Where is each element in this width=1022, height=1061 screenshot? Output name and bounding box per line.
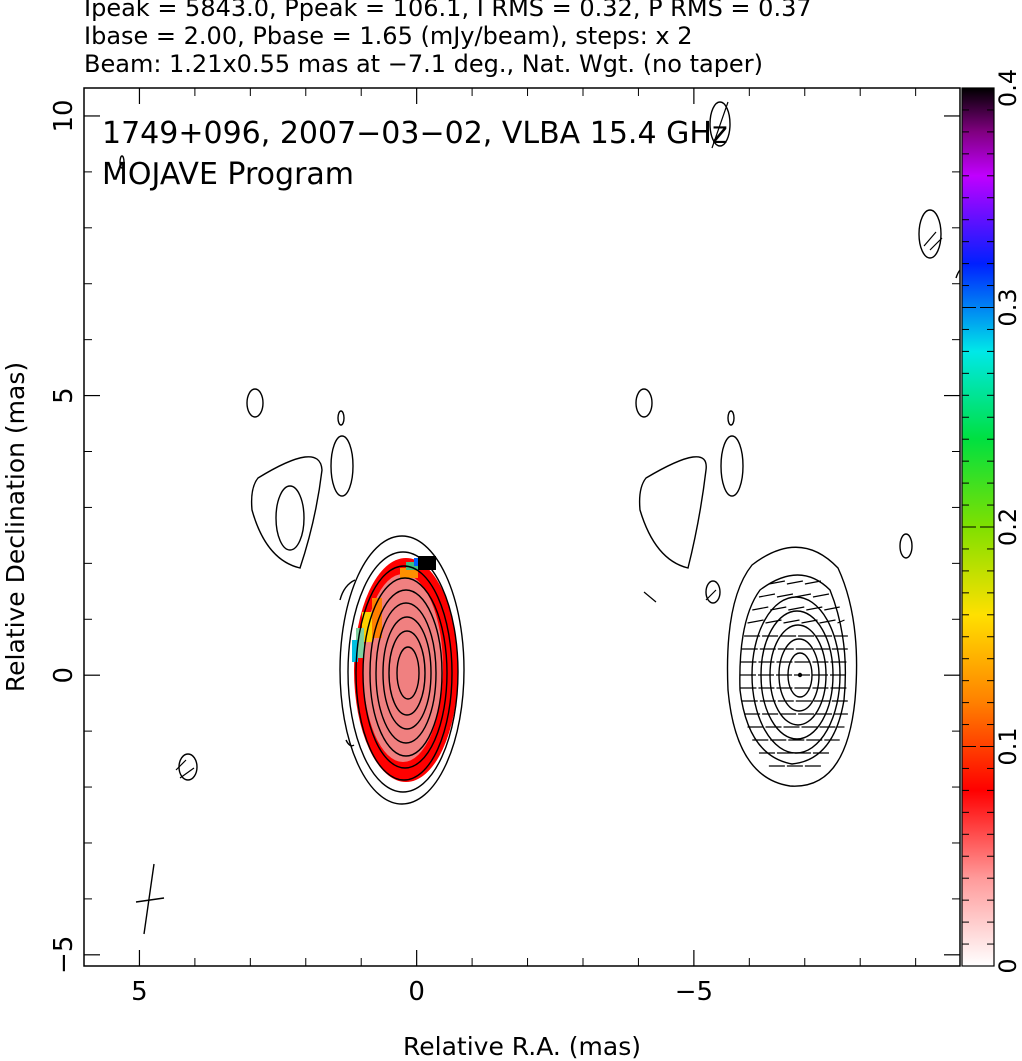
noise-contour-e (246, 388, 264, 418)
noise-vector-3 (923, 231, 937, 247)
contour-left-5 (369, 589, 443, 757)
axis-tick-labels: 5 0 −5 −5 0 5 10 (49, 99, 713, 1007)
header-line-3: Beam: 1.21x0.55 mas at −7.1 deg., Nat. W… (84, 50, 763, 78)
axis-ticks (83, 88, 960, 966)
noise-vector-5 (711, 101, 729, 149)
beam-minor-axis (135, 897, 165, 903)
contours-left (119, 155, 465, 805)
contours-right (635, 101, 960, 787)
contour-left-6 (375, 602, 437, 744)
evpa-vector (747, 619, 764, 624)
contour-left-7 (382, 616, 432, 730)
noise-vector-2 (179, 767, 195, 779)
beam-major-axis (143, 863, 155, 935)
evpa-vector (806, 606, 823, 611)
evpa-vector (752, 606, 769, 611)
contour-left-9 (396, 646, 420, 700)
noise-contour-g (119, 155, 125, 169)
y-tick-label: −5 (49, 936, 79, 974)
noise-contour-k (635, 388, 653, 418)
contour-left-2 (347, 551, 459, 793)
evpa-vector (794, 593, 812, 598)
annotation-line-1: 1749+096, 2007−03−02, VLBA 15.4 GHz (102, 116, 728, 151)
evpa-vector (824, 606, 840, 611)
noise-contour-h (638, 456, 707, 569)
noise-contour-o (709, 101, 731, 147)
colorbar-tick-label: 0.1 (994, 727, 1022, 765)
x-tick-label: 5 (131, 977, 148, 1007)
evpa-vector (812, 593, 830, 598)
y-axis-title: Relative Declination (mas) (1, 362, 30, 692)
evpa-vector (786, 580, 803, 585)
evpa-vectors (740, 580, 848, 767)
colorbar-tick-labels: 0 0.1 0.2 0.3 0.4 (994, 69, 1022, 974)
noise-vector-1 (175, 759, 187, 771)
contour-left-small-arc (345, 739, 355, 747)
evpa-vector (819, 619, 836, 624)
noise-contour-j (727, 410, 735, 426)
colorbar-ticks (962, 87, 994, 967)
polmap-blue-edge (352, 640, 358, 662)
y-tick-label: 5 (49, 387, 79, 404)
evpa-vector (801, 619, 818, 624)
header-line-2: Ibase = 2.00, Pbase = 1.65 (mJy/beam), s… (84, 22, 693, 50)
polmap-orange-top (400, 568, 418, 578)
colorbar-tick-label: 0.2 (994, 508, 1022, 546)
noise-contour-d (337, 410, 345, 426)
x-tick-label: −5 (675, 977, 713, 1007)
noise-contour-a (250, 456, 323, 569)
evpa-vector (765, 619, 782, 624)
contour-right-1 (726, 546, 858, 787)
header-line-1: Ipeak = 5843.0, Ppeak = 106.1, I RMS = 0… (84, 0, 812, 22)
noise-contour-i (720, 435, 744, 497)
colorbar-tick-label: 0.4 (994, 69, 1022, 107)
polmap-yellow-edge (362, 612, 372, 642)
noise-vectors (175, 101, 943, 779)
polmap-orange-edge (372, 598, 382, 638)
x-axis-title: Relative R.A. (mas) (403, 1032, 641, 1061)
noise-contour-p (955, 269, 960, 279)
contour-left-outer-wing (339, 579, 356, 601)
evpa-vector (804, 580, 821, 585)
plot-frame (83, 87, 961, 967)
noise-vector-7 (705, 589, 717, 601)
evpa-vector (788, 606, 805, 611)
y-tick-label: 0 (49, 667, 79, 684)
colorbar-tick-label: 0 (994, 958, 1022, 973)
evpa-vector (783, 619, 800, 624)
beam-marker (135, 863, 165, 935)
colorbar-tick-label: 0.3 (994, 288, 1022, 326)
evpa-vector (758, 593, 776, 598)
contour-left-3 (355, 565, 453, 781)
noise-contour-n (918, 209, 942, 259)
noise-contour-c (330, 435, 354, 497)
noise-contour-l (705, 580, 721, 604)
polmap-cyan-edge (356, 628, 364, 658)
x-tick-label: 0 (408, 977, 425, 1007)
evpa-vector (770, 606, 787, 611)
annotation-line-2: MOJAVE Program (102, 157, 354, 192)
noise-contour-m (899, 533, 913, 559)
evpa-vector (776, 593, 794, 598)
y-tick-label: 10 (49, 99, 79, 132)
noise-vector-6 (643, 591, 657, 603)
contour-left-8 (388, 630, 426, 716)
contour-left-4 (362, 577, 448, 769)
noise-vector-4 (929, 237, 943, 251)
evpa-vector (837, 619, 845, 624)
contour-left-1 (339, 535, 465, 805)
evpa-vector (768, 580, 785, 585)
contour-right-2 (739, 574, 847, 765)
noise-contour-b (275, 485, 305, 551)
